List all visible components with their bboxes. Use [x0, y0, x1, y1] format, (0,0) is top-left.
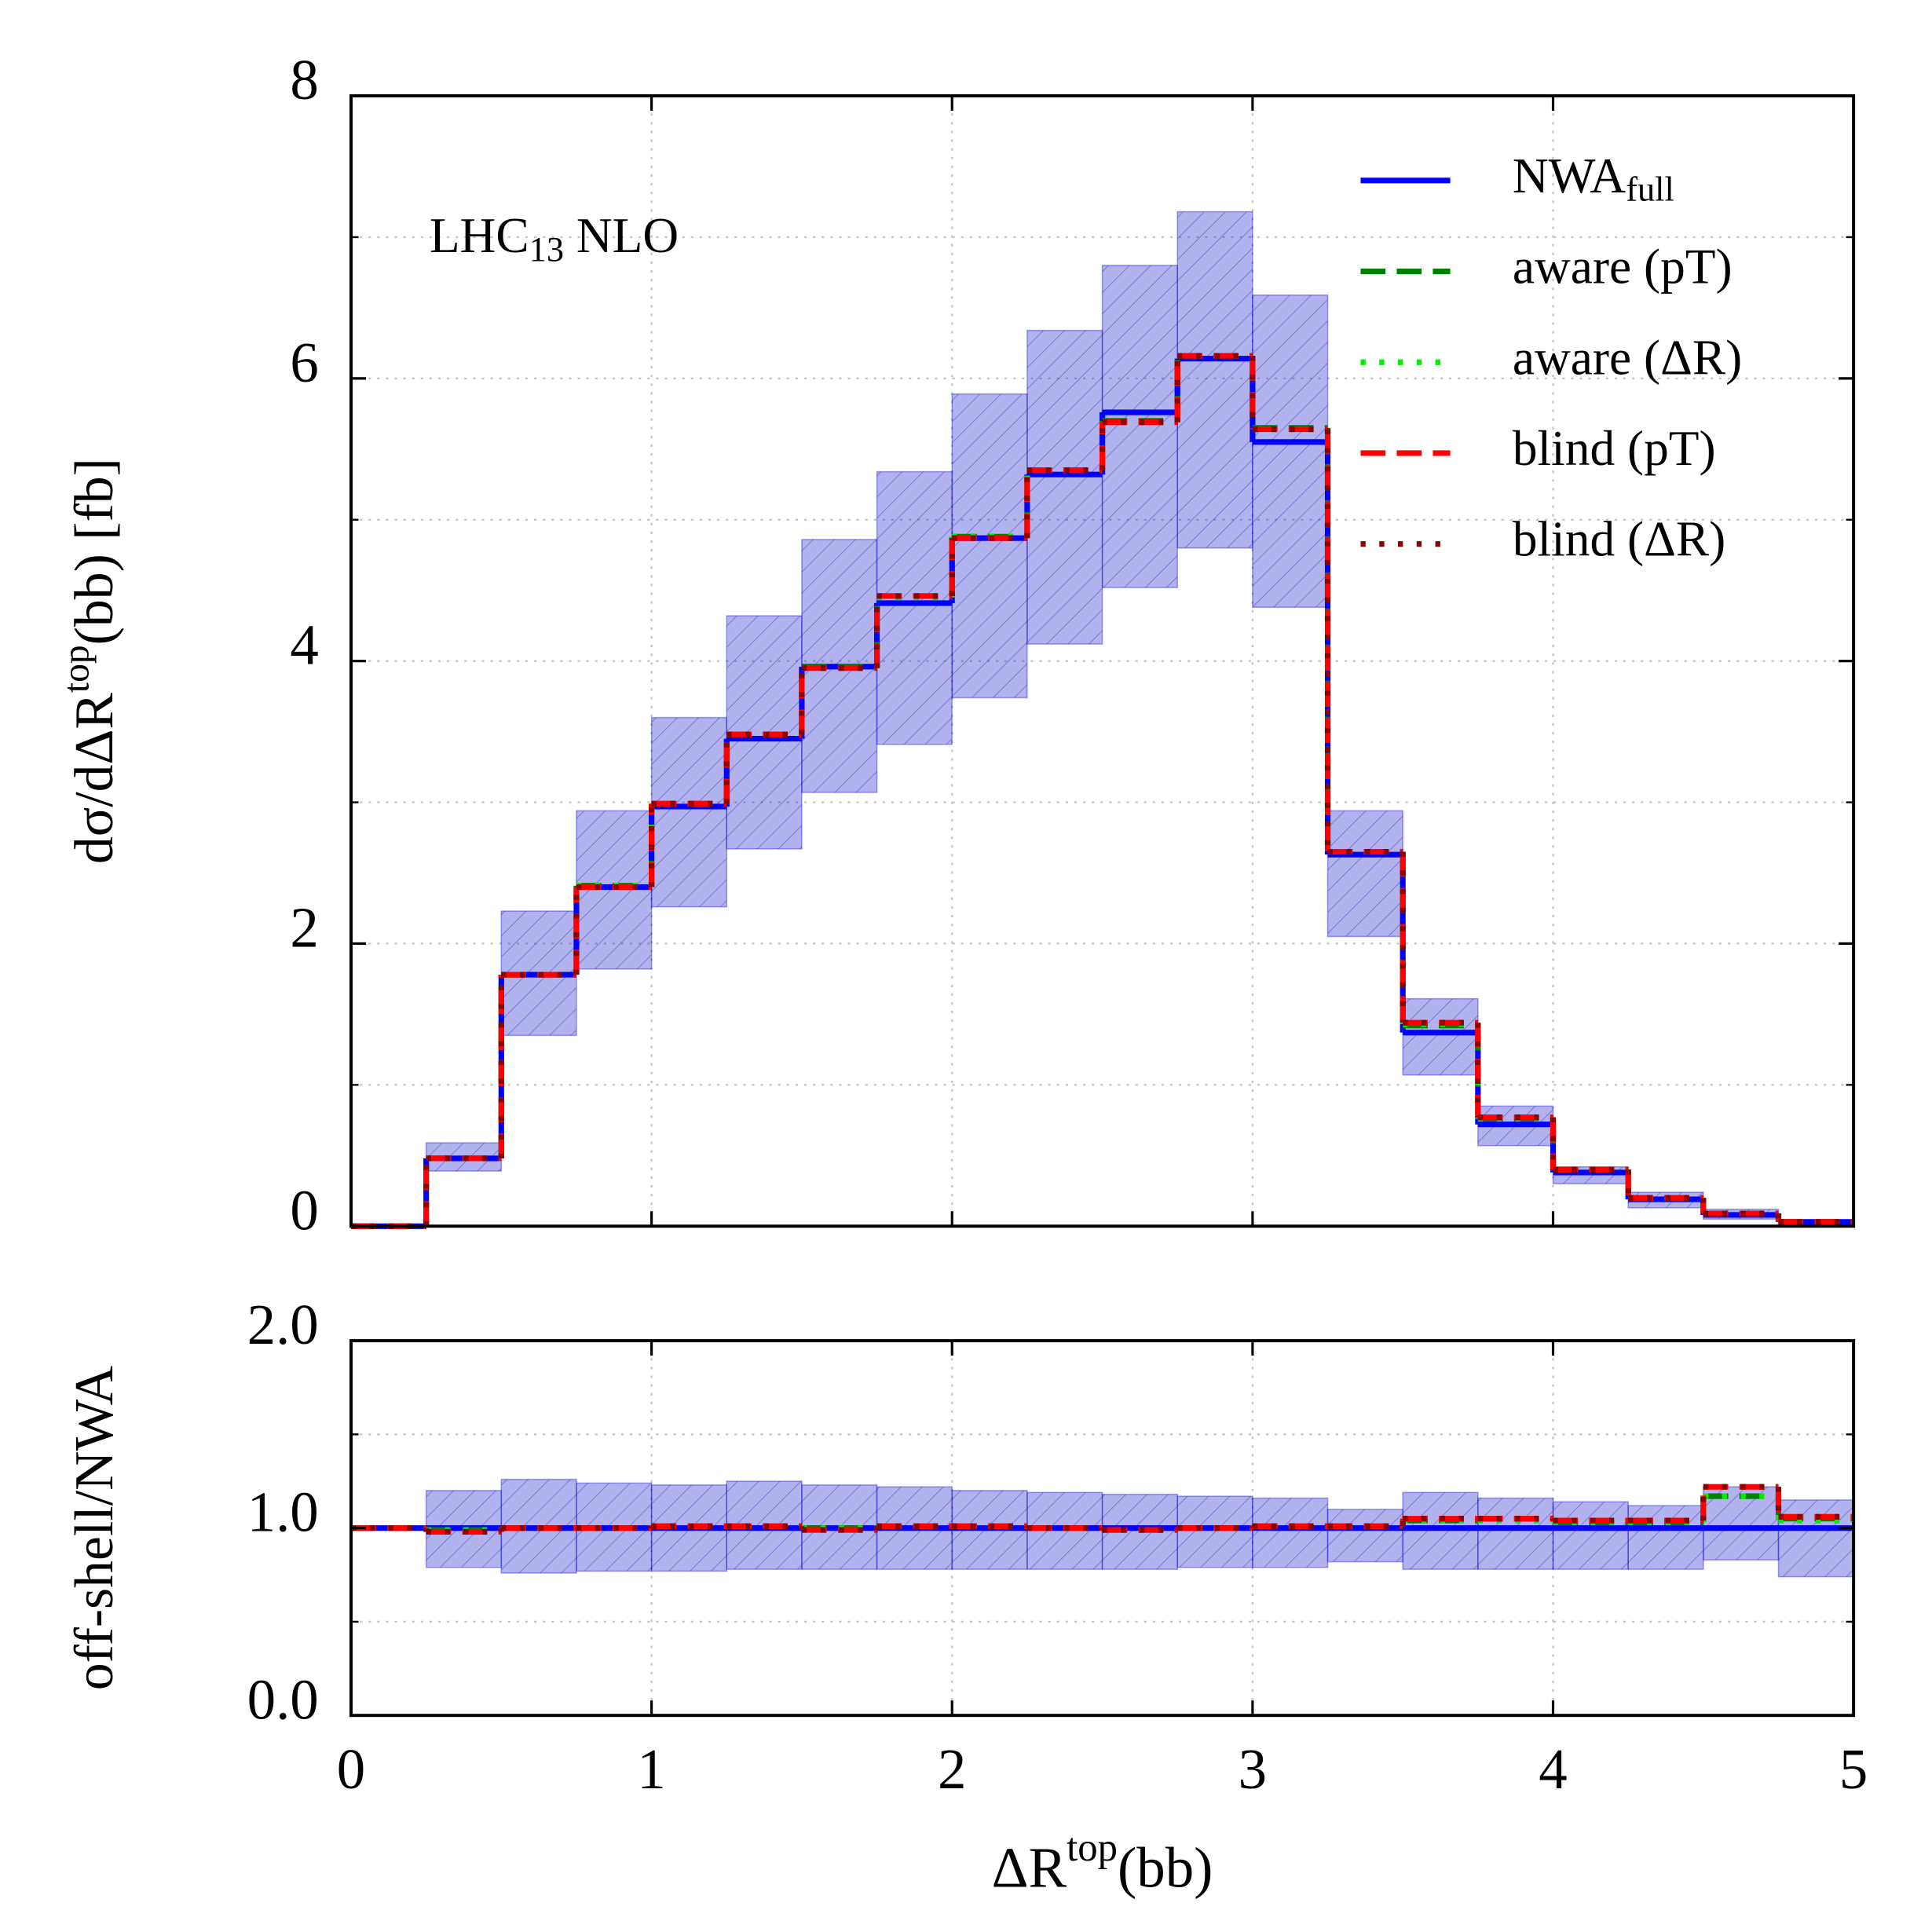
label-part: (bb) [fb] — [64, 458, 125, 645]
legend-label: blind (pT) — [1513, 421, 1716, 476]
annotation-part: LHC — [430, 207, 529, 262]
uncertainty-band — [1026, 1491, 1103, 1570]
uncertainty-band — [951, 393, 1028, 699]
x-tick-label: 2 — [938, 1737, 966, 1801]
uncertainty-band — [1252, 294, 1329, 609]
y-tick-label: 8 — [290, 48, 318, 112]
label-part: (bb) — [1118, 1835, 1213, 1899]
y-tick-label: 2 — [290, 896, 318, 960]
y-tick-label: 0.0 — [247, 1667, 319, 1731]
y-axis-label: dσ/dΔRtop(bb) [fb] — [56, 458, 124, 864]
legend-name-sub: full — [1626, 170, 1674, 209]
label-part: off-shell/NWA — [64, 1366, 125, 1690]
uncertainty-band — [1026, 329, 1103, 645]
legend-label: aware (ΔR) — [1513, 330, 1742, 385]
uncertainty-band — [1101, 265, 1179, 588]
y-tick-label: 0 — [290, 1178, 318, 1242]
uncertainty-band — [1402, 1491, 1479, 1570]
uncertainty-band — [1703, 1486, 1780, 1561]
legend-name: blind (ΔR) — [1513, 511, 1725, 566]
legend-label: NWAfull — [1513, 148, 1674, 208]
uncertainty-band — [1176, 1495, 1253, 1568]
label-part: top — [1067, 1825, 1118, 1869]
uncertainty-band — [1552, 1501, 1629, 1570]
uncertainty-band — [1777, 1499, 1854, 1578]
label-part: ΔR — [992, 1835, 1067, 1899]
uncertainty-band — [576, 810, 653, 970]
uncertainty-band — [1176, 210, 1253, 549]
uncertainty-band — [650, 716, 728, 908]
x-tick-label: 1 — [637, 1737, 665, 1801]
uncertainty-band — [1252, 1497, 1329, 1568]
x-axis-label: ΔRtop(bb) — [992, 1825, 1213, 1900]
legend-name: aware (ΔR) — [1513, 330, 1742, 385]
annotation-part: NLO — [564, 207, 679, 262]
uncertainty-band — [1326, 810, 1403, 938]
y-tick-label: 4 — [290, 613, 318, 677]
x-tick-label: 4 — [1539, 1737, 1567, 1801]
legend-name: NWA — [1513, 148, 1626, 203]
x-tick-label: 3 — [1239, 1737, 1267, 1801]
uncertainty-band — [876, 470, 953, 745]
uncertainty-band — [1402, 997, 1479, 1076]
x-tick-label: 0 — [337, 1737, 365, 1801]
uncertainty-band — [1477, 1497, 1554, 1570]
label-part: dσ/dΔR — [64, 693, 125, 865]
legend-label: blind (ΔR) — [1513, 511, 1725, 566]
x-tick-label: 5 — [1839, 1737, 1868, 1801]
y-tick-label: 1.0 — [247, 1480, 319, 1544]
annotation: LHC13 NLO — [430, 207, 679, 268]
legend-name: blind (pT) — [1513, 421, 1716, 476]
y-axis-label: off-shell/NWA — [64, 1366, 125, 1690]
uncertainty-band — [1627, 1505, 1704, 1570]
y-tick-label: 2.0 — [247, 1293, 319, 1356]
uncertainty-band — [1326, 1509, 1403, 1563]
annotation-part: 13 — [529, 229, 564, 269]
y-tick-label: 6 — [290, 331, 318, 394]
label-part: top — [56, 645, 97, 693]
legend-label: aware (pT) — [1513, 239, 1733, 294]
legend-name: aware (pT) — [1513, 239, 1733, 294]
